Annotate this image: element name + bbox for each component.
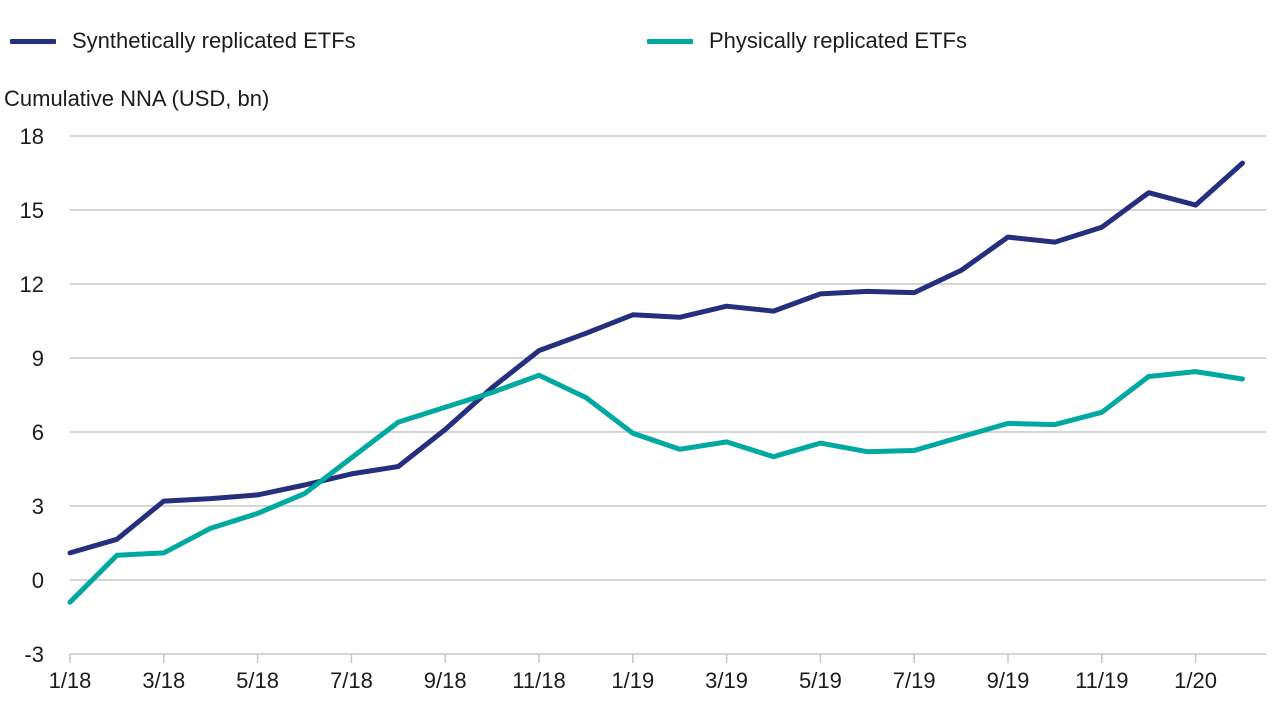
x-tick-label: 3/19 bbox=[705, 668, 748, 693]
physical-legend-swatch bbox=[647, 38, 693, 44]
x-tick-label: 11/18 bbox=[512, 668, 565, 693]
x-tick-label: 5/19 bbox=[799, 668, 842, 693]
synthetic-legend-label: Synthetically replicated ETFs bbox=[72, 28, 356, 53]
x-tick-label: 1/18 bbox=[49, 668, 92, 693]
y-axis-title: Cumulative NNA (USD, bn) bbox=[4, 86, 270, 111]
physical-legend-label: Physically replicated ETFs bbox=[709, 28, 967, 53]
physical-line bbox=[67, 369, 1245, 605]
y-tick-label: 12 bbox=[20, 272, 44, 297]
y-tick-label: -3 bbox=[24, 642, 44, 667]
x-tick-label: 11/19 bbox=[1075, 668, 1128, 693]
synthetic-legend-swatch bbox=[10, 38, 56, 44]
legend-item-synthetic: Synthetically replicated ETFs bbox=[10, 28, 356, 54]
x-tick-label: 7/19 bbox=[893, 668, 936, 693]
y-tick-label: 6 bbox=[32, 420, 44, 445]
x-tick-label: 9/18 bbox=[424, 668, 467, 693]
synthetic-line bbox=[67, 160, 1245, 556]
x-tick-label: 5/18 bbox=[236, 668, 279, 693]
legend-item-physical: Physically replicated ETFs bbox=[647, 28, 967, 54]
x-tick-label: 9/19 bbox=[987, 668, 1030, 693]
y-tick-label: 0 bbox=[32, 568, 44, 593]
x-tick-label: 3/18 bbox=[142, 668, 185, 693]
y-tick-label: 9 bbox=[32, 346, 44, 371]
x-tick-label: 7/18 bbox=[330, 668, 373, 693]
x-tick-label: 1/19 bbox=[611, 668, 654, 693]
y-tick-label: 3 bbox=[32, 494, 44, 519]
y-tick-label: 18 bbox=[20, 124, 44, 149]
y-tick-label: 15 bbox=[20, 198, 44, 223]
x-tick-label: 1/20 bbox=[1174, 668, 1217, 693]
